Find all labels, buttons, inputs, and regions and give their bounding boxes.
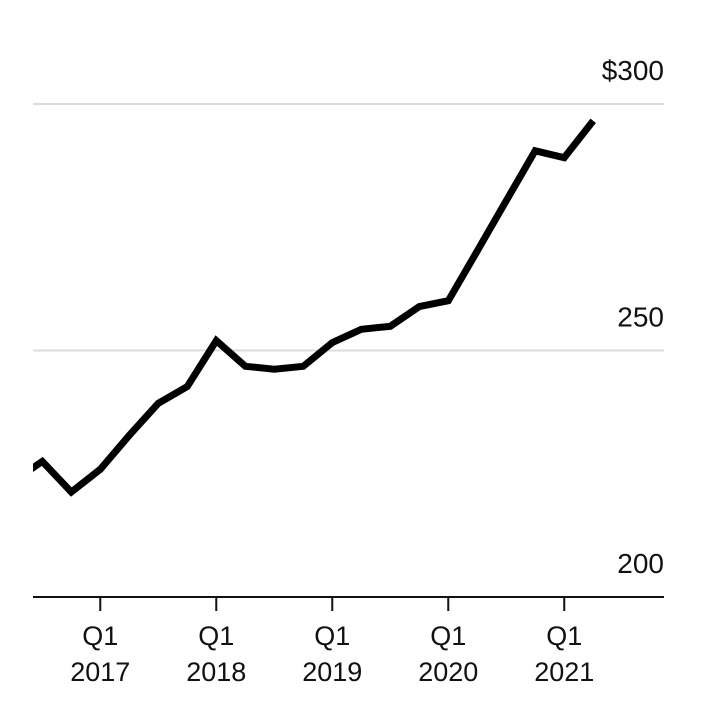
- plot-area: [33, 118, 596, 497]
- y-tick-label: 200: [617, 548, 664, 579]
- x-tick-label: Q1 2020: [418, 621, 479, 687]
- x-tick-label: Q1 2017: [70, 621, 131, 687]
- data-line: [33, 118, 596, 497]
- y-tick-label: $300: [602, 55, 664, 86]
- x-tick-label: Q1 2021: [534, 621, 595, 687]
- x-tick-label: Q1 2019: [302, 621, 363, 687]
- x-tick-label: Q1 2018: [186, 621, 247, 687]
- y-tick-label: 250: [617, 302, 664, 333]
